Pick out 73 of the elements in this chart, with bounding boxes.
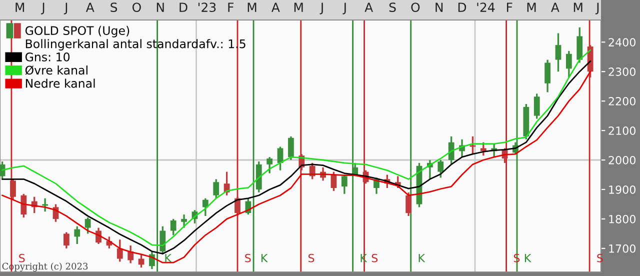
candlestick — [20, 193, 27, 218]
x-tick-label: M — [527, 2, 536, 12]
x-tick-label: O — [132, 2, 141, 12]
candlestick — [277, 146, 284, 172]
candlestick — [234, 196, 240, 217]
candlestick — [116, 238, 123, 263]
candlestick — [96, 226, 102, 245]
x-tick-label: J — [342, 2, 346, 14]
candlestick — [181, 214, 187, 229]
candlestick — [480, 141, 486, 156]
ref-line-label: S — [19, 254, 25, 262]
x-tick-label: D — [180, 2, 188, 12]
candlestick — [84, 216, 91, 235]
x-tick-label: '23 — [198, 2, 216, 12]
candlestick — [576, 26, 583, 64]
x-tick-label: A — [272, 2, 280, 12]
y-tick-label: 2200 — [608, 97, 636, 106]
candlestick — [288, 136, 294, 161]
candlestick — [266, 156, 273, 174]
x-tick-label: O — [411, 2, 420, 12]
x-tick-label: S — [389, 2, 396, 12]
legend-label: Gns: 10 — [25, 52, 70, 62]
candlestick — [64, 231, 70, 250]
ref-line-label: S — [372, 254, 378, 262]
x-tick-label: J — [41, 2, 44, 14]
candlestick — [42, 197, 48, 212]
candlestick — [566, 50, 572, 78]
x-tick-label: M — [16, 2, 24, 12]
ref-line-label: K — [418, 254, 426, 262]
candlestick — [74, 225, 80, 245]
y-tick-label: 1900 — [609, 185, 636, 194]
y-tick-label: 2000 — [608, 156, 636, 164]
candlestick — [406, 192, 412, 217]
x-tick-label: D — [458, 2, 466, 12]
y-tick-label: 2100 — [608, 126, 636, 135]
y-tick-label: 2400 — [608, 38, 636, 46]
x-tick-label: J — [64, 2, 68, 14]
ref-line-label: S — [245, 254, 251, 262]
x-tick-label: J — [595, 2, 599, 14]
legend-label: GOLD SPOT (Uge) — [25, 26, 130, 38]
candlestick — [170, 218, 176, 236]
x-tick-label: A — [551, 2, 560, 12]
ref-line-label: K — [165, 254, 172, 262]
candlestick — [138, 253, 144, 268]
x-tick-label: J — [320, 2, 323, 14]
candlestick — [202, 197, 208, 217]
candlestick — [213, 178, 220, 200]
x-tick-label: F — [228, 2, 234, 12]
candlestick — [438, 159, 444, 179]
x-tick-label: N — [436, 2, 443, 12]
candlestick — [555, 32, 562, 72]
candlestick — [10, 178, 16, 201]
candlestick — [544, 58, 550, 94]
legend-label: Øvre kanal — [25, 65, 88, 75]
candlestick — [534, 92, 540, 120]
x-tick-label: M — [574, 2, 582, 12]
x-tick-label: F — [506, 2, 512, 12]
ref-line-label: K — [262, 254, 268, 262]
x-tick-label: A — [364, 2, 374, 12]
y-tick-label: 1800 — [609, 214, 636, 224]
x-tick-label: A — [86, 2, 94, 12]
y-tick-label: 2300 — [608, 68, 636, 76]
x-tick-label: S — [110, 2, 118, 12]
legend-label: Nedre kanal — [26, 78, 95, 88]
ref-line-label: K — [524, 254, 532, 262]
y-tick-label: 1700 — [609, 244, 636, 253]
x-tick-label: N — [156, 2, 164, 12]
x-tick-label: M — [294, 2, 303, 12]
candlestick — [341, 174, 348, 195]
x-tick-label: M — [248, 2, 256, 12]
ref-line-label: S — [308, 254, 314, 262]
x-tick-label: '24 — [477, 2, 495, 12]
candlestick — [448, 136, 454, 166]
